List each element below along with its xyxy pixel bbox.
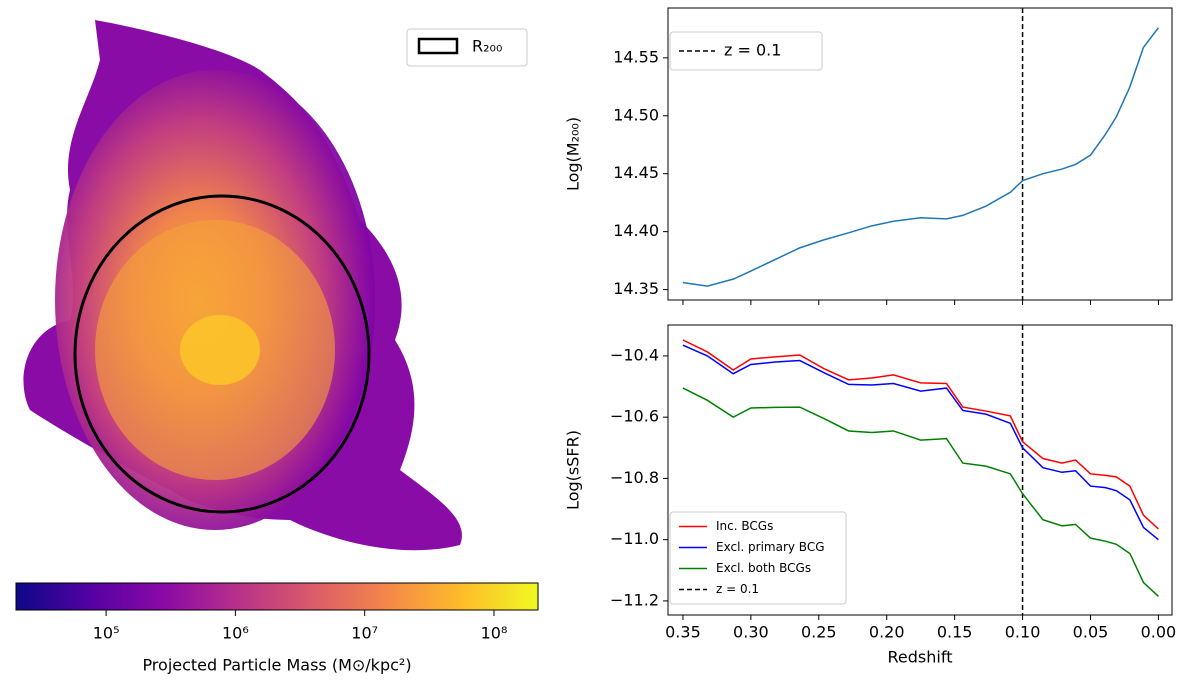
x-tick-label: 0.30 (733, 623, 769, 642)
y-tick-label: −10.4 (610, 345, 659, 364)
legend-label: z = 0.1 (724, 41, 781, 60)
data-line (682, 339, 1159, 530)
colorbar-tick-label: 10⁷ (351, 624, 378, 643)
legend-swatch (417, 37, 459, 55)
x-tick-label: 0.10 (1005, 623, 1041, 642)
legend-box (406, 28, 528, 67)
y-tick-label: 14.45 (613, 163, 659, 182)
legend-box (669, 511, 847, 605)
plot-frame (667, 324, 1173, 616)
y-tick-label: −10.8 (610, 468, 659, 487)
x-tick-label: 0.00 (1141, 623, 1177, 642)
legend-label: Excl. primary BCG (716, 540, 825, 554)
legend-label: z = 0.1 (716, 582, 759, 596)
legend-label: Inc. BCGs (716, 519, 773, 533)
x-tick-label: 0.15 (937, 623, 973, 642)
y-tick-label: −10.6 (610, 407, 659, 426)
legend-label: R₂₀₀ (472, 37, 502, 56)
x-tick-label: 0.05 (1073, 623, 1109, 642)
colorbar (15, 582, 539, 611)
y-axis-label: Log(M₂₀₀) (564, 117, 583, 191)
x-tick-label: 0.35 (665, 623, 701, 642)
plot-frame (667, 7, 1173, 301)
data-line (682, 387, 1159, 597)
x-axis-label: Redshift (888, 648, 953, 667)
y-tick-label: −11.0 (610, 529, 659, 548)
colorbar-label: Projected Particle Mass (M⊙/kpc²) (142, 656, 411, 675)
legend-box (669, 31, 823, 71)
y-tick-label: 14.35 (613, 279, 659, 298)
y-tick-label: 14.50 (613, 105, 659, 124)
colorbar-tick-label: 10⁵ (93, 624, 120, 643)
y-tick-label: −11.2 (610, 590, 659, 609)
colorbar-tick-label: 10⁶ (222, 624, 249, 643)
colorbar-tick-label: 10⁸ (481, 624, 508, 643)
data-line (682, 27, 1160, 287)
y-tick-label: 14.55 (613, 47, 659, 66)
y-tick-label: 14.40 (613, 221, 659, 240)
x-tick-label: 0.20 (869, 623, 905, 642)
legend-label: Excl. both BCGs (716, 561, 811, 575)
mass-map (23, 20, 462, 551)
x-tick-label: 0.25 (801, 623, 837, 642)
data-line (682, 344, 1159, 541)
y-axis-label: Log(sSFR) (564, 430, 583, 510)
